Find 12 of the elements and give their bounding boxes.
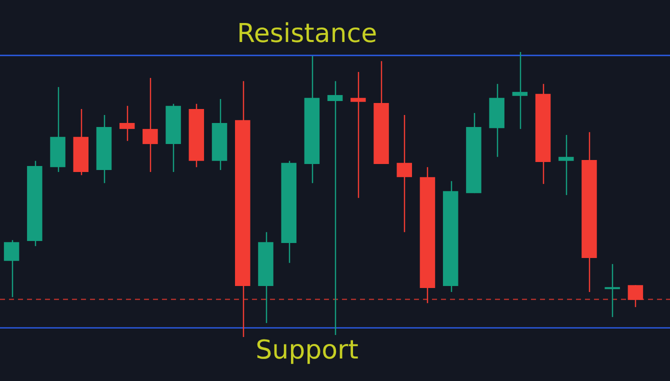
candlestick	[4, 240, 20, 298]
ref-line-label: Support	[256, 336, 358, 366]
candlestick	[119, 105, 135, 142]
candlestick	[628, 284, 644, 308]
candlestick	[604, 263, 620, 318]
candlestick	[396, 114, 412, 233]
ref-line-label: Resistance	[236, 19, 378, 50]
candlestick	[558, 134, 574, 196]
candlestick	[512, 51, 528, 130]
candlestick	[350, 71, 366, 199]
candlestick	[327, 80, 343, 336]
candlestick	[142, 77, 158, 173]
